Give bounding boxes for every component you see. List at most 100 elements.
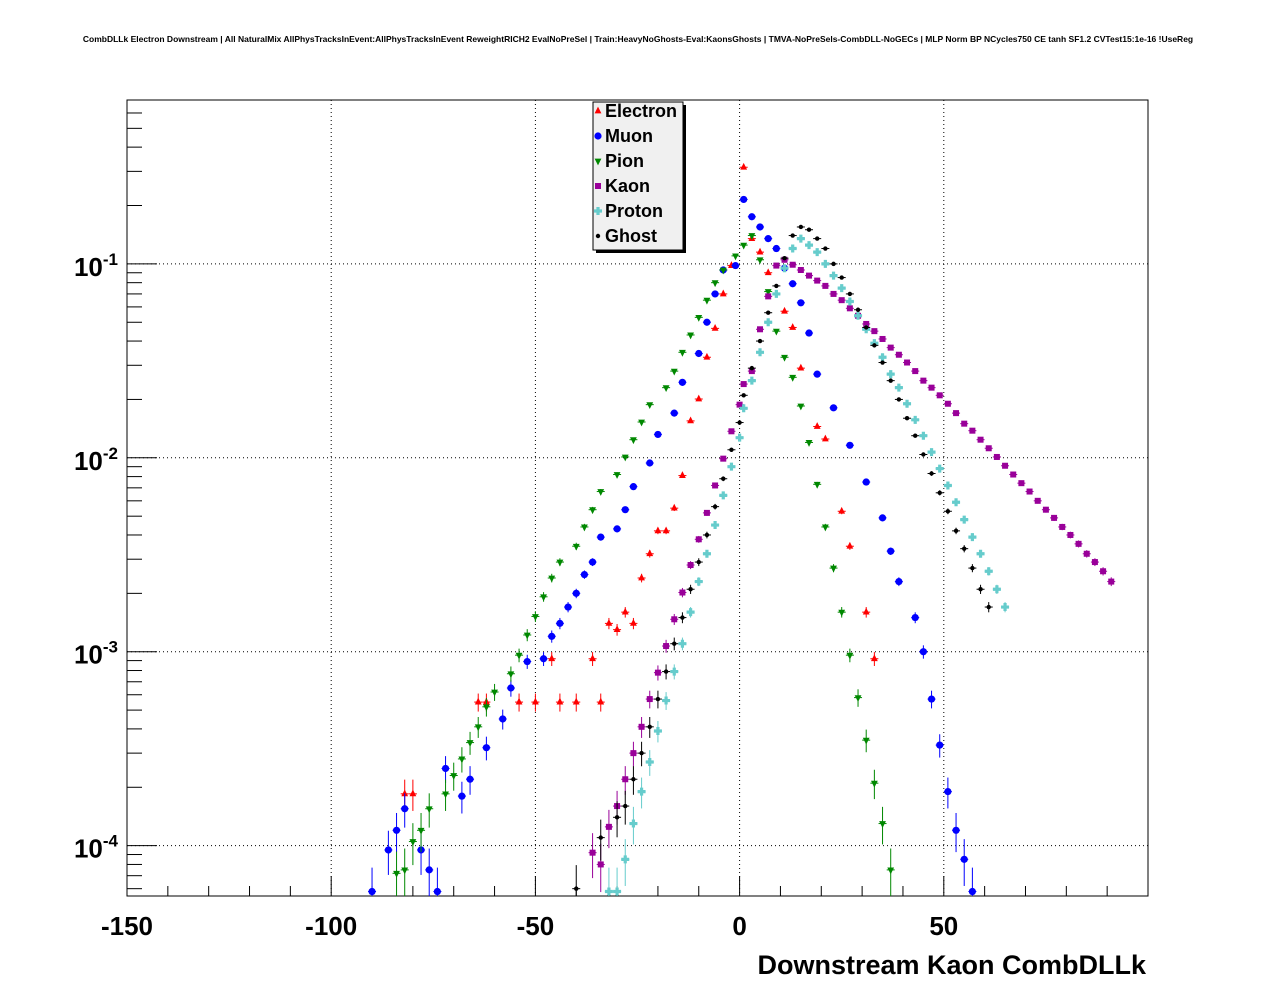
- data-point: [772, 244, 780, 253]
- data-point: [993, 453, 1000, 460]
- data-point: [845, 297, 854, 306]
- data-point: [764, 235, 772, 243]
- data-point: [604, 887, 613, 896]
- data-point: [670, 503, 678, 511]
- data-point: [711, 290, 719, 298]
- data-point: [417, 827, 425, 835]
- data-point: [482, 744, 490, 752]
- data-point: [702, 549, 711, 558]
- data-point: [621, 855, 630, 864]
- data-point: [556, 559, 564, 567]
- data-point: [911, 613, 919, 622]
- data-point: [401, 867, 409, 875]
- data-point: [739, 404, 748, 413]
- data-point: [654, 669, 661, 676]
- data-point: [748, 213, 756, 221]
- data-point: [903, 399, 912, 408]
- data-point: [986, 604, 991, 610]
- data-point: [736, 401, 743, 408]
- data-point: [748, 368, 755, 375]
- data-point: [1042, 506, 1049, 513]
- data-point: [862, 607, 870, 615]
- data-point: [756, 257, 764, 265]
- data-point: [695, 314, 703, 322]
- data-point: [871, 328, 878, 335]
- data-point: [662, 385, 670, 393]
- data-point: [886, 370, 895, 379]
- data-point: [847, 291, 853, 297]
- data-point: [556, 619, 564, 627]
- data-point: [797, 403, 805, 411]
- data-point: [654, 526, 662, 534]
- data-point: [895, 351, 902, 358]
- data-point: [741, 393, 746, 398]
- data-point: [894, 383, 903, 392]
- data-point: [433, 887, 441, 896]
- data-point: [703, 297, 711, 305]
- data-point: [670, 667, 679, 676]
- x-tick-label: 50: [929, 911, 958, 941]
- data-point: [646, 696, 653, 703]
- legend-label: Proton: [605, 201, 663, 221]
- data-point: [721, 476, 726, 481]
- data-point: [830, 565, 837, 573]
- data-point: [597, 861, 604, 868]
- data-point: [1001, 603, 1010, 612]
- data-point: [712, 504, 718, 509]
- data-point: [985, 445, 992, 452]
- data-point: [548, 632, 556, 640]
- data-point: [515, 697, 523, 705]
- data-point: [630, 618, 637, 626]
- data-point: [474, 724, 482, 732]
- data-point: [594, 132, 602, 140]
- data-point: [638, 573, 645, 581]
- data-point: [687, 332, 694, 340]
- data-point: [639, 750, 644, 756]
- data-point: [846, 541, 854, 549]
- data-point: [491, 689, 498, 697]
- data-point: [678, 378, 687, 386]
- data-point: [1067, 531, 1074, 538]
- data-point: [720, 455, 727, 462]
- data-point: [920, 377, 927, 384]
- data-point: [594, 207, 603, 215]
- gridlines: [126, 100, 1148, 896]
- data-point: [797, 363, 805, 371]
- data-point: [670, 368, 678, 376]
- data-point: [663, 643, 670, 650]
- data-point: [711, 521, 720, 530]
- data-point: [729, 447, 734, 452]
- data-point: [1018, 480, 1025, 487]
- data-point: [839, 275, 844, 280]
- data-point: [458, 756, 466, 764]
- data-point: [662, 526, 670, 534]
- data-point: [830, 290, 837, 297]
- legend-entry-electron: Electron: [594, 101, 677, 121]
- data-point: [703, 352, 711, 360]
- data-point: [887, 547, 895, 555]
- data-point: [821, 434, 829, 442]
- data-point: [598, 835, 603, 840]
- data-point: [1034, 497, 1041, 504]
- data-point: [621, 506, 629, 514]
- data-point: [798, 224, 804, 230]
- data-point: [548, 654, 556, 662]
- legend-entry-pion: Pion: [594, 151, 644, 171]
- data-point: [805, 440, 813, 447]
- data-point: [765, 310, 771, 315]
- data-point: [846, 652, 854, 660]
- data-point: [879, 821, 886, 828]
- data-point: [854, 311, 863, 320]
- data-point: [645, 757, 654, 766]
- data-point: [837, 284, 846, 293]
- data-point: [928, 384, 935, 391]
- data-point: [789, 323, 797, 330]
- data-point: [1083, 550, 1090, 557]
- data-point: [401, 805, 409, 813]
- data-point: [646, 549, 654, 557]
- data-point: [976, 549, 985, 558]
- data-point: [597, 533, 605, 541]
- data-point: [863, 320, 870, 327]
- y-tick-label: 10-2: [74, 444, 118, 476]
